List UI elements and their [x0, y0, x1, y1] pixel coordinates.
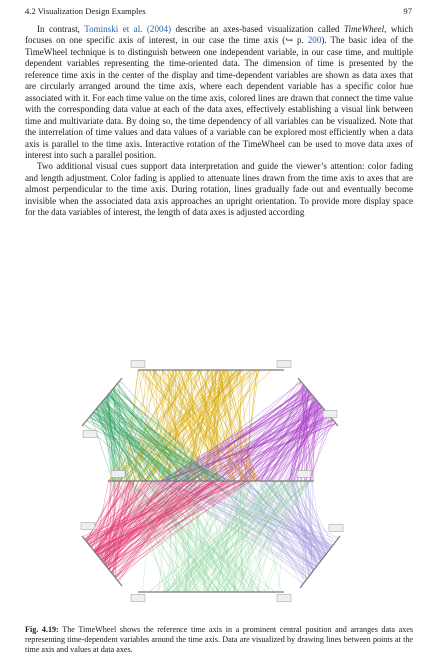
- caption-label: Fig. 4.19:: [25, 625, 59, 634]
- axis-bottom-left-marker: [80, 522, 96, 530]
- axis-bottom-start-marker: [130, 594, 146, 602]
- axis-top-end-marker: [276, 360, 292, 368]
- axis-top-right-marker: [322, 410, 338, 418]
- paragraph-2: Two additional visual cues support data …: [25, 161, 413, 218]
- axis-top-left-marker: [82, 430, 98, 438]
- p1-lead: In contrast,: [37, 24, 85, 34]
- axes: [80, 360, 344, 602]
- axis-bottom-right-marker: [328, 524, 344, 532]
- data-axis-top-right: [297, 377, 339, 427]
- data-axis-bottom-left: [81, 535, 123, 587]
- axis-bottom-end-marker: [276, 594, 292, 602]
- paragraph-1: In contrast, Tominski et al. (2004) desc…: [25, 24, 413, 161]
- timewheel-figure: [68, 356, 354, 606]
- body-text: In contrast, Tominski et al. (2004) desc…: [25, 24, 413, 219]
- page-number: 97: [403, 6, 412, 16]
- section-title: 4.2 Visualization Design Examples: [25, 6, 146, 16]
- p1-b: , which focuses on one specific axis of …: [25, 24, 413, 46]
- time-axis-start-marker: [110, 470, 126, 478]
- data-axis-bottom-right: [299, 535, 341, 589]
- p1-a: describe an axes-based visualization cal…: [171, 24, 344, 34]
- citation-link[interactable]: Tominski et al. (2004): [84, 24, 172, 34]
- term-timewheel: TimeWheel: [343, 24, 385, 34]
- time-axis-end-marker: [296, 470, 312, 478]
- axis-top-start-marker: [130, 360, 146, 368]
- page-reference-link[interactable]: 200: [307, 35, 322, 46]
- caption-text: The TimeWheel shows the reference time a…: [25, 625, 413, 655]
- figure-caption: Fig. 4.19: The TimeWheel shows the refer…: [25, 625, 413, 656]
- connection-lines: [82, 369, 339, 593]
- data-axis-top-left: [81, 377, 123, 427]
- p1-c: ). The basic idea of the TimeWheel techn…: [25, 35, 413, 160]
- timewheel-visualization: [68, 356, 354, 606]
- running-header: 4.2 Visualization Design Examples 97: [25, 6, 412, 20]
